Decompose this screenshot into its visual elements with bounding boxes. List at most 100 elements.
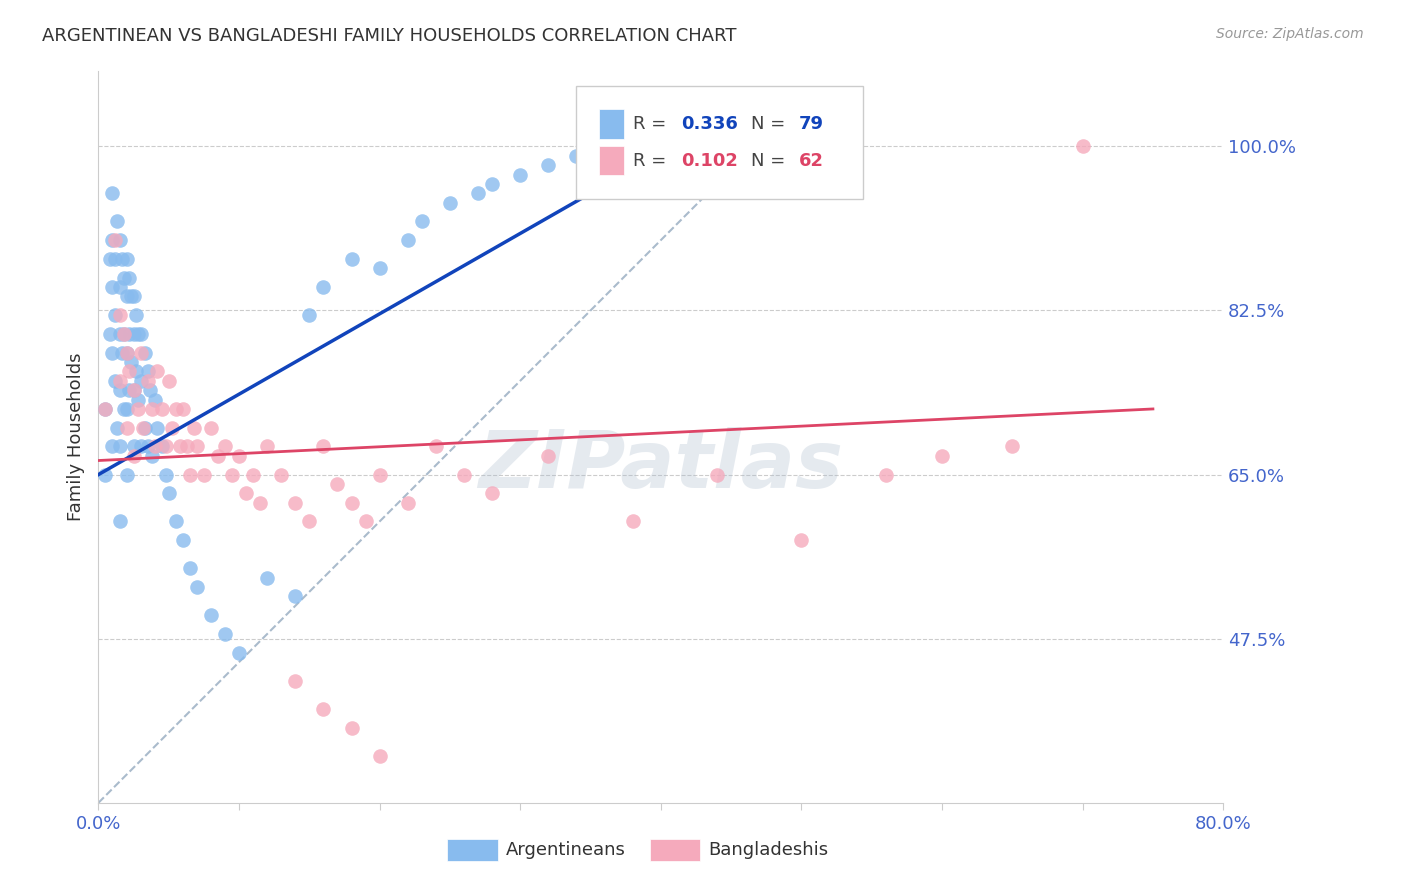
Point xyxy=(228,449,250,463)
Point xyxy=(134,420,156,434)
Point xyxy=(150,401,173,416)
Point xyxy=(111,345,134,359)
Point xyxy=(165,401,187,416)
Point xyxy=(481,177,503,191)
Point xyxy=(115,345,138,359)
Point xyxy=(115,345,138,359)
Point xyxy=(200,608,222,623)
Point xyxy=(179,561,201,575)
Point xyxy=(396,496,419,510)
Point xyxy=(101,280,124,294)
Point xyxy=(155,440,177,454)
Text: N =: N = xyxy=(751,152,790,169)
Point xyxy=(122,440,145,454)
Text: ARGENTINEAN VS BANGLADESHI FAMILY HOUSEHOLDS CORRELATION CHART: ARGENTINEAN VS BANGLADESHI FAMILY HOUSEH… xyxy=(42,27,737,45)
Point xyxy=(146,364,169,378)
Point xyxy=(105,214,128,228)
Point xyxy=(120,355,142,369)
Point xyxy=(214,627,236,641)
FancyBboxPatch shape xyxy=(576,86,863,200)
Point xyxy=(108,326,131,341)
Point xyxy=(298,515,321,529)
Point xyxy=(98,252,121,266)
Point xyxy=(326,477,349,491)
Point xyxy=(242,467,264,482)
Point xyxy=(108,233,131,247)
Text: 0.336: 0.336 xyxy=(681,115,738,133)
Point xyxy=(875,467,897,482)
Point xyxy=(368,748,391,763)
Point xyxy=(340,721,363,735)
Text: Source: ZipAtlas.com: Source: ZipAtlas.com xyxy=(1216,27,1364,41)
Point xyxy=(118,270,141,285)
Text: N =: N = xyxy=(751,115,790,133)
Point xyxy=(621,515,644,529)
Point xyxy=(509,168,531,182)
Point xyxy=(249,496,271,510)
Point xyxy=(134,345,156,359)
Point xyxy=(122,326,145,341)
Point xyxy=(186,440,208,454)
Point xyxy=(235,486,257,500)
Text: ZIPatlas: ZIPatlas xyxy=(478,427,844,506)
Point xyxy=(118,326,141,341)
FancyBboxPatch shape xyxy=(599,146,624,175)
Point xyxy=(132,420,155,434)
Point xyxy=(94,467,117,482)
Point xyxy=(115,289,138,303)
Point xyxy=(108,440,131,454)
Point xyxy=(200,420,222,434)
Point xyxy=(931,449,953,463)
Point xyxy=(127,401,149,416)
Point xyxy=(141,449,163,463)
Point xyxy=(112,401,135,416)
Point xyxy=(118,383,141,397)
Y-axis label: Family Households: Family Households xyxy=(66,353,84,521)
FancyBboxPatch shape xyxy=(599,110,624,138)
Point xyxy=(136,364,159,378)
Point xyxy=(155,467,177,482)
Text: Argentineans: Argentineans xyxy=(506,841,626,859)
Point xyxy=(183,420,205,434)
Point xyxy=(136,374,159,388)
Point xyxy=(565,149,588,163)
Point xyxy=(127,326,149,341)
Point xyxy=(94,401,117,416)
Point xyxy=(146,420,169,434)
Point xyxy=(1071,139,1094,153)
Point xyxy=(108,383,131,397)
Point xyxy=(186,580,208,594)
Point xyxy=(129,345,152,359)
Point xyxy=(108,280,131,294)
Point xyxy=(368,467,391,482)
Point xyxy=(312,440,335,454)
Point xyxy=(284,590,307,604)
Point xyxy=(129,440,152,454)
Point xyxy=(453,467,475,482)
Point xyxy=(467,186,489,201)
Point xyxy=(101,233,124,247)
Point xyxy=(112,270,135,285)
Point xyxy=(150,440,173,454)
Point xyxy=(122,383,145,397)
Point xyxy=(172,533,194,548)
Point xyxy=(139,383,162,397)
Point xyxy=(284,496,307,510)
Point xyxy=(112,326,135,341)
Point xyxy=(160,420,183,434)
Point xyxy=(1001,440,1024,454)
Point xyxy=(193,467,215,482)
Point xyxy=(354,515,377,529)
Point xyxy=(115,252,138,266)
Point xyxy=(221,467,243,482)
Point xyxy=(101,186,124,201)
Point xyxy=(136,440,159,454)
Point xyxy=(368,261,391,276)
Point xyxy=(122,449,145,463)
Point xyxy=(340,496,363,510)
Point xyxy=(104,374,127,388)
Point xyxy=(481,486,503,500)
Point xyxy=(143,440,166,454)
Point xyxy=(207,449,229,463)
Point xyxy=(157,374,180,388)
